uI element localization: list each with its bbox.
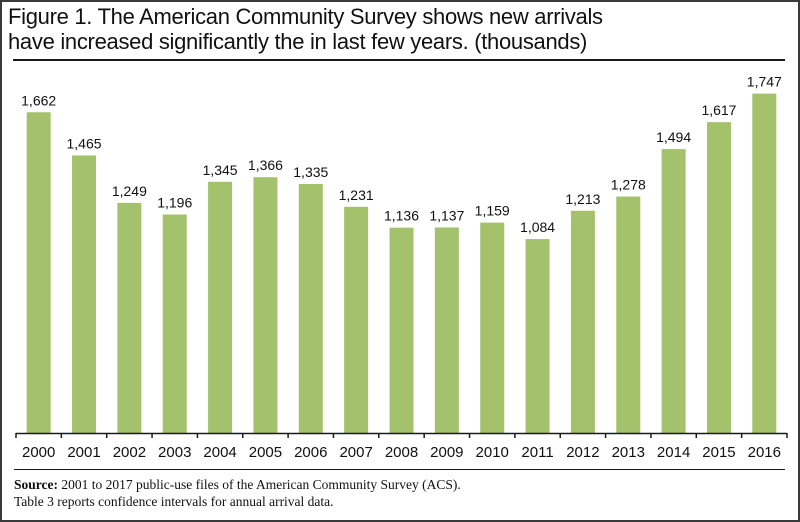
value-label-2003: 1,196 [157, 195, 192, 211]
value-label-2011: 1,084 [520, 219, 555, 235]
category-labels-group: 2000 2001 2002 2003 2004 2005 2006 2007 2008 2009… [22, 444, 781, 461]
source-line-2: Table 3 reports confidence intervals for… [14, 494, 334, 509]
bar-2010 [480, 222, 505, 433]
bar-2012 [570, 210, 595, 433]
source-divider [14, 469, 785, 470]
value-label-2009: 1,137 [429, 207, 464, 223]
category-label-2013: 2013 [612, 444, 645, 461]
value-label-2007: 1,231 [339, 187, 374, 203]
title-divider [13, 59, 785, 61]
bar-2016 [752, 93, 777, 433]
bar-2003 [162, 214, 187, 433]
category-label-2010: 2010 [476, 444, 509, 461]
value-label-2002: 1,249 [112, 183, 147, 199]
bar-chart: 1,662 1,465 1,249 1,196 1,345 1,366 1,335 1,231… [15, 74, 788, 461]
value-label-2012: 1,213 [565, 191, 600, 207]
category-label-2006: 2006 [294, 444, 327, 461]
x-axis [15, 432, 788, 438]
category-label-2004: 2004 [203, 444, 236, 461]
chart-title-line-1: Figure 1. The American Community Survey … [8, 4, 603, 29]
value-label-2010: 1,159 [475, 203, 510, 219]
value-label-2013: 1,278 [611, 177, 646, 193]
value-label-2008: 1,136 [384, 208, 419, 224]
value-label-2000: 1,662 [21, 92, 56, 108]
bar-2009 [434, 227, 459, 433]
category-label-2008: 2008 [385, 444, 418, 461]
category-label-2003: 2003 [158, 444, 191, 461]
bar-2001 [72, 155, 97, 433]
value-label-2005: 1,366 [248, 157, 283, 173]
bar-2008 [389, 227, 414, 433]
bar-2007 [344, 206, 369, 433]
category-label-2012: 2012 [566, 444, 599, 461]
bar-2015 [706, 122, 731, 433]
bar-2013 [616, 196, 641, 433]
value-label-2004: 1,345 [203, 162, 238, 178]
bar-2002 [117, 202, 142, 433]
bar-2006 [298, 184, 323, 433]
bar-2000 [26, 112, 51, 434]
bars-group [26, 93, 777, 434]
source-line-1: 2001 to 2017 public-use files of the Ame… [61, 477, 461, 492]
category-label-2009: 2009 [430, 444, 463, 461]
value-label-2014: 1,494 [656, 129, 691, 145]
category-label-2007: 2007 [339, 444, 372, 461]
category-label-2001: 2001 [67, 444, 100, 461]
value-label-2015: 1,617 [701, 102, 736, 118]
chart-title-line-2: have increased significantly the in last… [8, 29, 588, 54]
bar-2005 [253, 177, 278, 433]
chart-title: Figure 1. The American Community Survey … [8, 4, 788, 54]
category-label-2015: 2015 [702, 444, 735, 461]
category-label-2014: 2014 [657, 444, 690, 461]
category-label-2016: 2016 [748, 444, 781, 461]
bar-2011 [525, 239, 550, 433]
category-label-2000: 2000 [22, 444, 55, 461]
source-note: Source: 2001 to 2017 public-use files of… [14, 476, 784, 510]
category-label-2011: 2011 [521, 444, 553, 461]
value-label-2001: 1,465 [67, 135, 102, 151]
value-label-2016: 1,747 [747, 74, 782, 90]
value-label-2006: 1,335 [293, 164, 328, 180]
category-label-2005: 2005 [249, 444, 282, 461]
value-labels-group: 1,662 1,465 1,249 1,196 1,345 1,366 1,335 1,231… [21, 74, 782, 235]
category-label-2002: 2002 [113, 444, 146, 461]
bar-2004 [208, 181, 233, 433]
bar-2014 [661, 149, 686, 433]
source-label: Source: [14, 477, 58, 492]
